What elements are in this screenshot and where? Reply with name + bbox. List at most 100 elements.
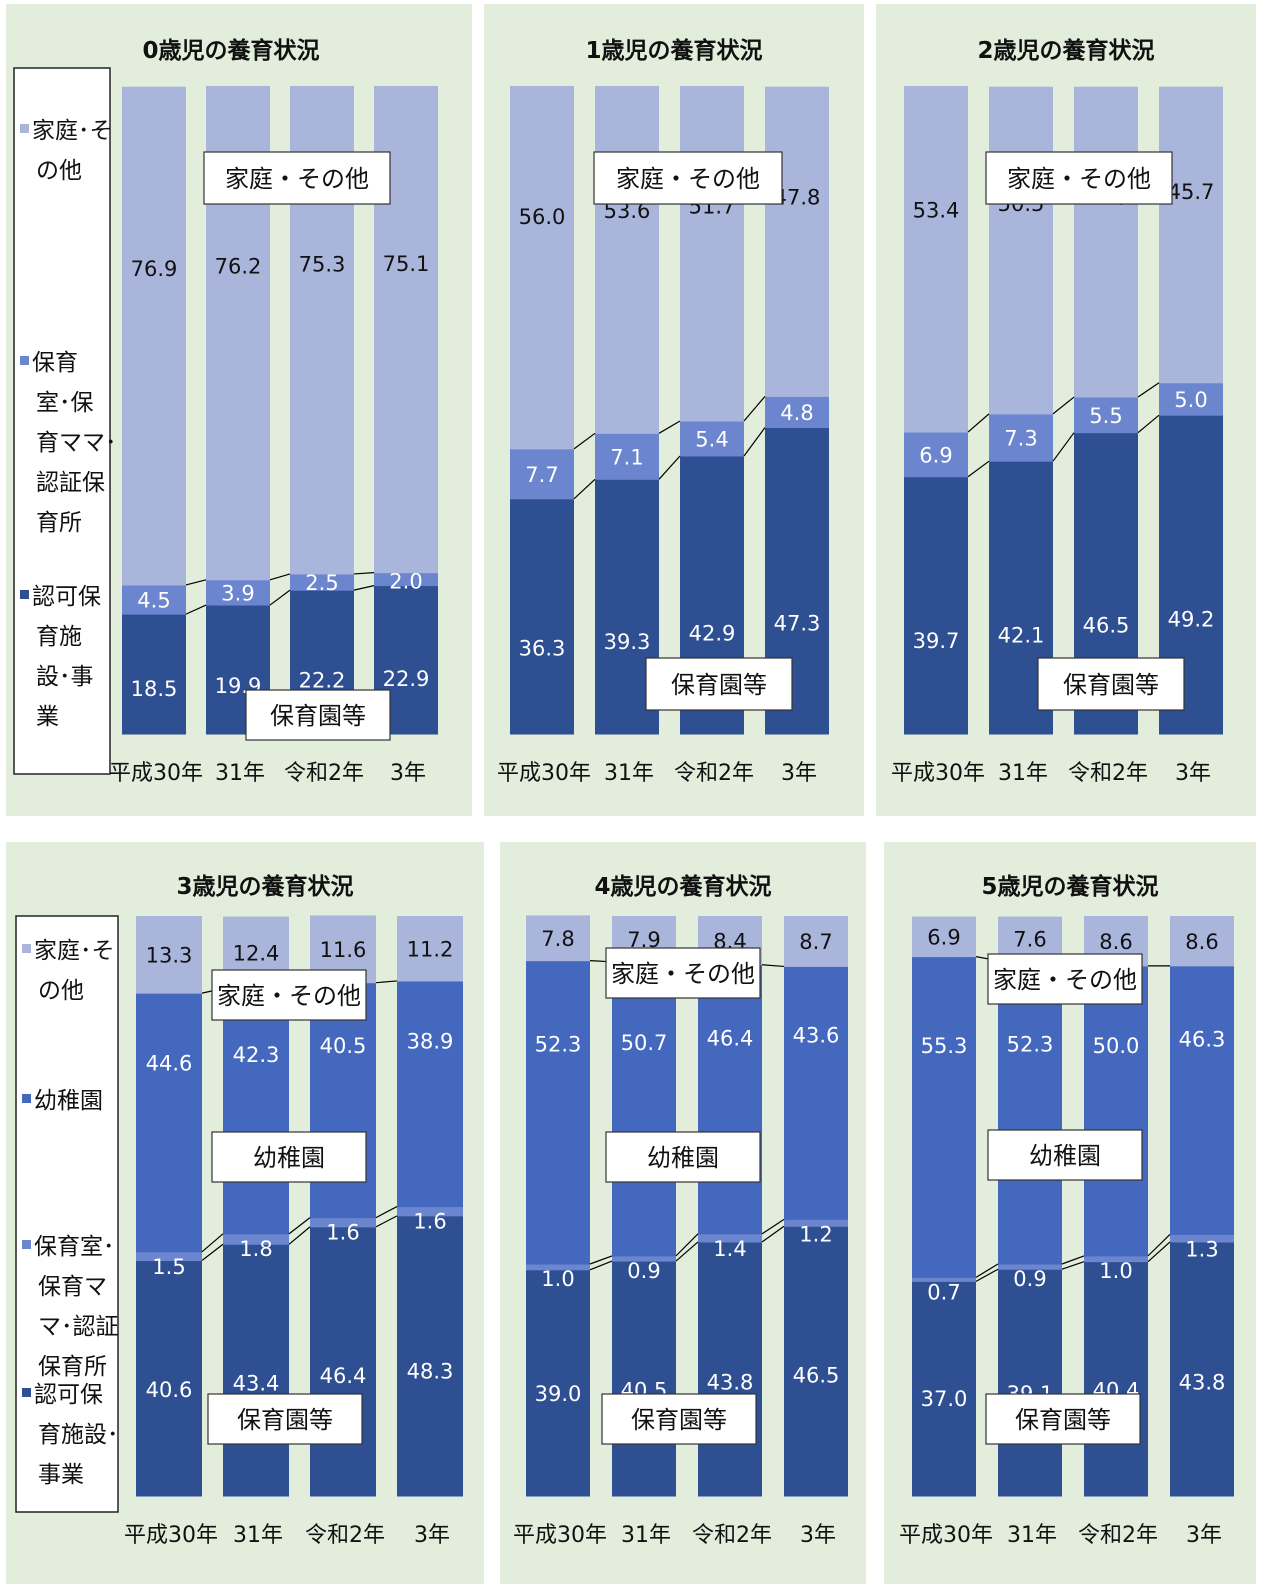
legend-label: 保育 xyxy=(32,350,78,376)
series-connector-line xyxy=(761,1218,785,1235)
legend-swatch xyxy=(20,124,29,133)
bar-value-label: 46.3 xyxy=(1179,1027,1226,1051)
annotation-label: 家庭・その他 xyxy=(225,165,369,193)
bar-segment xyxy=(223,1244,289,1497)
bar-value-label: 39.3 xyxy=(604,630,651,654)
bar-value-label: 7.7 xyxy=(525,463,558,487)
bar-segment xyxy=(223,988,289,1235)
bar-value-label: 1.6 xyxy=(326,1221,359,1245)
legend-label: の他 xyxy=(38,978,84,1004)
series-connector-line xyxy=(658,420,681,434)
bar-value-label: 43.6 xyxy=(793,1023,840,1047)
bar-value-label: 1.3 xyxy=(1185,1237,1218,1261)
series-connector-line xyxy=(1052,396,1075,415)
bar-value-label: 40.6 xyxy=(146,1378,193,1402)
series-connector-line xyxy=(975,1263,999,1278)
bar-value-label: 1.0 xyxy=(541,1267,574,1291)
series-connector-line xyxy=(288,1217,311,1235)
bar-value-label: 18.5 xyxy=(131,677,178,701)
legend-label: 認証保 xyxy=(36,470,105,496)
series-connector-line xyxy=(589,1255,613,1265)
bar-segment xyxy=(510,448,574,500)
legend-label: 家庭･そ xyxy=(34,938,115,964)
chart-title: 5歳児の養育状況 xyxy=(981,873,1158,900)
annotation-label: 保育園等 xyxy=(237,1406,333,1434)
series-connector-line xyxy=(201,1243,224,1261)
bar-segment xyxy=(912,956,976,1278)
bar-segment xyxy=(136,1260,202,1497)
series-connector-line xyxy=(967,413,990,433)
bar-segment xyxy=(680,421,744,457)
x-tick-label: 令和2年 xyxy=(284,761,364,786)
bar-value-label: 7.3 xyxy=(1004,427,1037,451)
series-connector-line xyxy=(658,455,681,480)
bar-segment xyxy=(912,1277,976,1282)
legend-label: 保育室･ xyxy=(34,1234,115,1260)
annotation-box xyxy=(601,1393,757,1445)
annotation-box xyxy=(987,1129,1143,1181)
bar-value-label: 8.6 xyxy=(1099,930,1132,954)
legend-swatch xyxy=(22,1388,31,1397)
series-connector-line xyxy=(675,1233,699,1257)
x-tick-label: 令和2年 xyxy=(305,1523,385,1548)
legend-label: 保育マ xyxy=(38,1274,107,1300)
bar-value-label: 52.3 xyxy=(535,1033,582,1057)
annotation-label: 保育園等 xyxy=(270,702,366,730)
bar-value-label: 45.7 xyxy=(1168,180,1215,204)
bar-segment xyxy=(510,86,574,450)
annotation-box xyxy=(207,1393,363,1445)
bar-segment xyxy=(612,961,676,1257)
bar-value-label: 1.5 xyxy=(152,1255,185,1279)
bar-segment xyxy=(310,1217,376,1228)
series-connector-line xyxy=(185,579,207,586)
bar-segment xyxy=(136,916,202,994)
series-connector-line xyxy=(761,1225,785,1243)
bar-value-label: 43.8 xyxy=(707,1370,754,1394)
legend-label: 事業 xyxy=(38,1462,84,1488)
series-connector-line xyxy=(1061,1255,1085,1265)
bar-value-label: 76.2 xyxy=(215,255,262,279)
bar-value-label: 1.4 xyxy=(713,1237,746,1261)
annotation-label: 家庭・その他 xyxy=(1007,165,1151,193)
x-tick-label: 令和2年 xyxy=(1078,1523,1158,1548)
legend-label: 育施 xyxy=(36,624,82,650)
series-connector-line xyxy=(1147,1233,1171,1257)
annotation-label: 家庭・その他 xyxy=(611,960,755,988)
bar-value-label: 75.1 xyxy=(383,252,430,276)
bar-value-label: 55.3 xyxy=(921,1034,968,1058)
bar-value-label: 11.6 xyxy=(320,938,367,962)
series-connector-line xyxy=(589,1260,613,1271)
x-tick-label: 平成30年 xyxy=(497,761,591,786)
bar-segment xyxy=(989,413,1053,462)
series-connector-line xyxy=(573,432,596,450)
legend-label: 室･保 xyxy=(36,390,94,416)
bar-segment xyxy=(397,1215,463,1497)
x-tick-label: 平成30年 xyxy=(109,761,203,786)
bar-value-label: 39.0 xyxy=(535,1382,582,1406)
x-tick-label: 31年 xyxy=(1007,1523,1057,1548)
legend-label: 育施設･ xyxy=(38,1422,119,1448)
bar-value-label: 8.6 xyxy=(1185,930,1218,954)
bar-value-label: 46.4 xyxy=(707,1026,754,1050)
bar-segment xyxy=(912,916,976,958)
bar-segment xyxy=(526,1269,590,1497)
annotation-box xyxy=(203,151,391,205)
bar-segment xyxy=(526,1264,590,1271)
bar-value-label: 50.0 xyxy=(1093,1034,1140,1058)
bar-segment xyxy=(122,614,186,735)
bar-value-label: 42.9 xyxy=(689,622,736,646)
annotation-box xyxy=(605,1131,761,1183)
bar-value-label: 2.5 xyxy=(305,571,338,595)
bar-segment xyxy=(510,498,574,735)
series-connector-line xyxy=(967,460,990,478)
bar-value-label: 50.7 xyxy=(621,1031,668,1055)
bar-value-label: 5.4 xyxy=(695,428,728,452)
bar-value-label: 46.5 xyxy=(793,1364,840,1388)
bar-value-label: 75.3 xyxy=(299,252,346,276)
bar-segment xyxy=(1170,916,1234,967)
bar-segment xyxy=(310,1226,376,1497)
legend-label: 幼稚園 xyxy=(34,1088,103,1114)
series-connector-line xyxy=(185,604,207,615)
bar-segment xyxy=(526,960,590,1265)
